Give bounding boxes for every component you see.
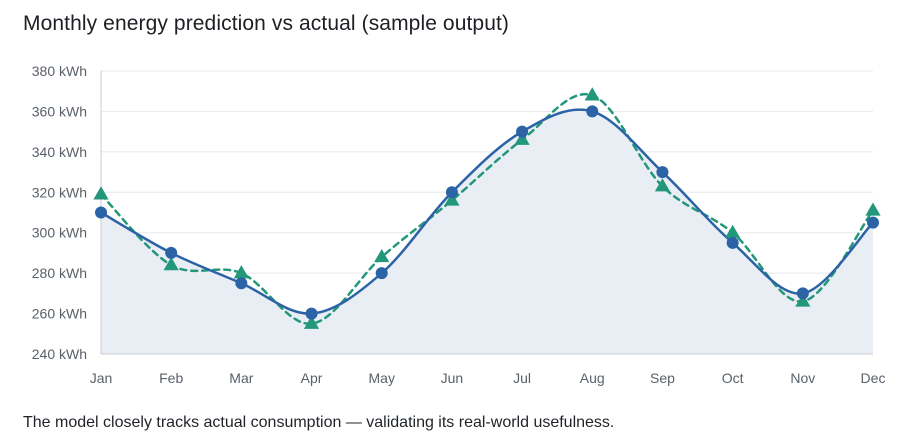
x-tick-label: Jan	[90, 370, 113, 386]
area-fill	[101, 109, 873, 354]
y-tick-label: 380 kWh	[32, 63, 87, 79]
chart-caption: The model closely tracks actual consumpt…	[23, 414, 615, 431]
circle-marker	[726, 236, 739, 249]
y-tick-label: 240 kWh	[32, 346, 87, 362]
triangle-marker	[233, 265, 249, 279]
x-tick-label: Apr	[301, 370, 323, 386]
circle-marker	[165, 246, 178, 259]
line-chart: 240 kWh 260 kWh 280 kWh 300 kWh 320 kWh 340 k…	[32, 63, 886, 386]
triangle-marker	[93, 186, 109, 200]
y-tick-label: 260 kWh	[32, 306, 87, 322]
triangle-marker	[163, 257, 179, 271]
y-tick-label: 300 kWh	[32, 225, 87, 241]
circle-marker	[445, 186, 458, 199]
circle-marker	[656, 166, 669, 179]
y-tick-label: 280 kWh	[32, 265, 87, 281]
x-tick-label: Nov	[790, 370, 815, 386]
triangle-marker	[654, 178, 671, 192]
x-tick-label: Dec	[861, 370, 886, 386]
circle-marker	[95, 206, 107, 219]
triangle-marker	[795, 293, 811, 307]
x-tick-label: May	[369, 370, 395, 386]
circle-marker	[235, 277, 248, 290]
y-tick-labels: 240 kWh 260 kWh 280 kWh 300 kWh 320 kWh 340 k…	[32, 63, 87, 362]
triangle-marker	[725, 224, 741, 238]
circle-marker	[586, 105, 599, 118]
triangle-marker	[865, 202, 881, 216]
x-tick-label: Sep	[650, 370, 675, 386]
x-tick-label: Feb	[159, 370, 183, 386]
x-tick-label: Aug	[580, 370, 605, 386]
circle-marker	[867, 216, 879, 229]
y-tick-label: 320 kWh	[32, 184, 87, 200]
circle-marker	[375, 267, 388, 280]
circle-marker	[305, 307, 318, 320]
x-tick-label: Oct	[722, 370, 744, 386]
triangle-marker	[374, 248, 390, 263]
series-area	[101, 109, 873, 354]
circle-marker	[516, 125, 529, 138]
x-tick-label: Mar	[229, 370, 253, 386]
circle-marker	[796, 287, 809, 300]
x-tick-labels: Jan Feb Mar Apr May Jun Jul Aug Sep Oct Nov Dec	[90, 370, 886, 386]
y-tick-label: 340 kWh	[32, 144, 87, 160]
triangle-marker	[584, 87, 600, 101]
triangle-marker	[514, 131, 530, 145]
x-tick-label: Jul	[513, 370, 531, 386]
triangle-marker	[303, 315, 320, 329]
x-tick-label: Jun	[441, 370, 464, 386]
triangle-marker	[444, 192, 460, 206]
chart-title: Monthly energy prediction vs actual (sam…	[23, 12, 510, 35]
y-tick-label: 360 kWh	[32, 103, 87, 119]
series-markers	[93, 87, 881, 329]
